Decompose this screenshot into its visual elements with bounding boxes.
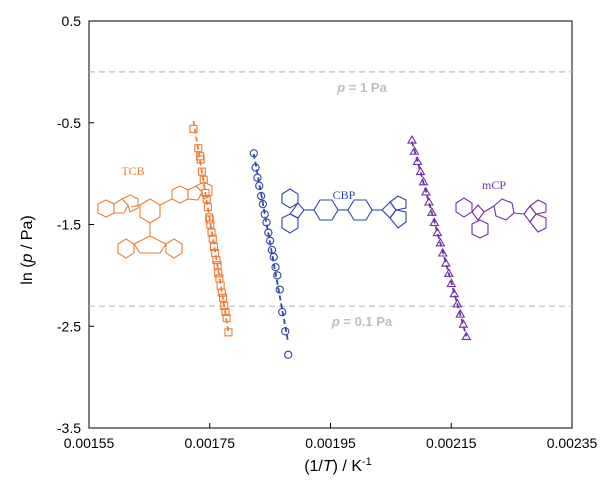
fit-line-mcp <box>411 141 468 337</box>
data-point <box>221 307 230 317</box>
molecule-label-mcp: mCP <box>482 178 506 192</box>
data-point <box>209 242 219 251</box>
x-tick-label: 0.00175 <box>184 435 235 451</box>
data-point <box>253 173 262 182</box>
data-point <box>443 268 454 277</box>
data-point <box>258 199 268 209</box>
mcp-carbazole-left-icon <box>455 197 489 239</box>
mcp-carbazole-right-icon <box>523 199 547 233</box>
x-tick-label: 0.00155 <box>64 435 115 451</box>
y-tick-label: -2.5 <box>57 318 81 334</box>
molecule-label-cbp: CBP <box>333 188 356 202</box>
data-point <box>278 307 287 317</box>
data-point <box>218 293 228 302</box>
data-point <box>199 175 208 184</box>
data-point <box>455 308 466 318</box>
tcb-structure-drawing <box>97 181 213 259</box>
tcb-carbazole-bottom-icon <box>117 235 183 259</box>
x-tick-label: 0.00215 <box>426 435 477 451</box>
data-point <box>256 191 266 201</box>
data-point <box>446 278 457 288</box>
cbp-carbazole-left-icon <box>281 188 305 234</box>
data-point <box>426 207 437 216</box>
y-tick-label: -1.5 <box>57 217 81 233</box>
data-point <box>271 263 280 272</box>
data-point <box>251 163 260 172</box>
reference-line-label: p = 1 Pa <box>336 80 387 95</box>
data-point <box>203 203 212 212</box>
data-point <box>194 144 203 153</box>
x-tick-label: 0.00235 <box>547 435 598 451</box>
data-point <box>205 215 214 224</box>
data-point <box>212 256 221 265</box>
data-point <box>220 301 229 310</box>
data-point <box>284 350 293 359</box>
cbp-structure-drawing <box>281 188 407 234</box>
data-point <box>213 261 222 270</box>
data-point <box>275 285 284 294</box>
plot-area <box>88 20 573 429</box>
data-point <box>407 134 417 144</box>
data-point <box>214 269 223 278</box>
mcp-benzene-icon <box>483 198 525 221</box>
data-point <box>420 186 431 196</box>
data-point <box>415 166 426 176</box>
data-point <box>206 220 215 229</box>
data-point <box>273 271 282 280</box>
data-point <box>224 328 233 337</box>
tcb-carbazole-left-icon <box>97 194 139 218</box>
y-tick-label: -3.5 <box>57 420 81 436</box>
data-point <box>255 181 264 190</box>
data-point <box>196 155 205 164</box>
reference-line-label: p = 0.1 Pa <box>331 314 393 329</box>
data-point <box>449 288 460 298</box>
data-point <box>409 146 420 155</box>
data-point <box>458 319 469 328</box>
data-point <box>208 234 217 243</box>
series-layer <box>189 120 472 359</box>
data-point <box>437 247 448 257</box>
data-point <box>265 236 275 245</box>
plot-border <box>88 20 573 429</box>
data-point <box>222 314 231 323</box>
data-point <box>202 195 211 204</box>
data-point <box>423 197 434 206</box>
data-point <box>440 258 451 267</box>
data-point <box>197 167 206 176</box>
x-tick-label: 0.00195 <box>305 435 356 451</box>
axis-ticks: 0.00155 0.00175 0.00195 0.00215 0.00235 0.5 -0… <box>57 13 598 451</box>
series-tcb <box>189 120 233 337</box>
data-point <box>412 156 423 165</box>
series-mcp <box>407 134 472 340</box>
molecule-label-tcb: TCB <box>121 164 144 178</box>
y-tick-label: -0.5 <box>57 115 81 131</box>
data-point <box>429 217 440 227</box>
data-point <box>262 218 271 227</box>
data-point <box>269 252 278 262</box>
x-axis-title: (1/T) / K-1 <box>304 456 372 475</box>
y-axis-title: ln (p / Pa) <box>19 215 36 284</box>
mcp-structure-drawing <box>455 197 547 239</box>
series-cbp <box>249 149 293 359</box>
data-point <box>281 327 290 336</box>
data-point <box>260 210 269 219</box>
data-point <box>452 298 463 308</box>
cbp-biphenyl-icon <box>304 199 382 221</box>
reference-lines: p = 1 Pa p = 0.1 Pa <box>89 71 572 329</box>
data-point <box>249 149 258 158</box>
data-point <box>435 237 446 247</box>
cbp-carbazole-right-icon <box>381 195 407 229</box>
data-point <box>418 176 429 186</box>
data-point <box>207 228 216 237</box>
data-point <box>264 228 273 237</box>
data-point <box>189 124 198 133</box>
data-point <box>217 288 226 297</box>
y-tick-label: 0.5 <box>62 13 82 29</box>
tcb-central-benzene-icon <box>130 198 173 236</box>
data-point <box>432 227 443 237</box>
data-point <box>461 331 472 340</box>
